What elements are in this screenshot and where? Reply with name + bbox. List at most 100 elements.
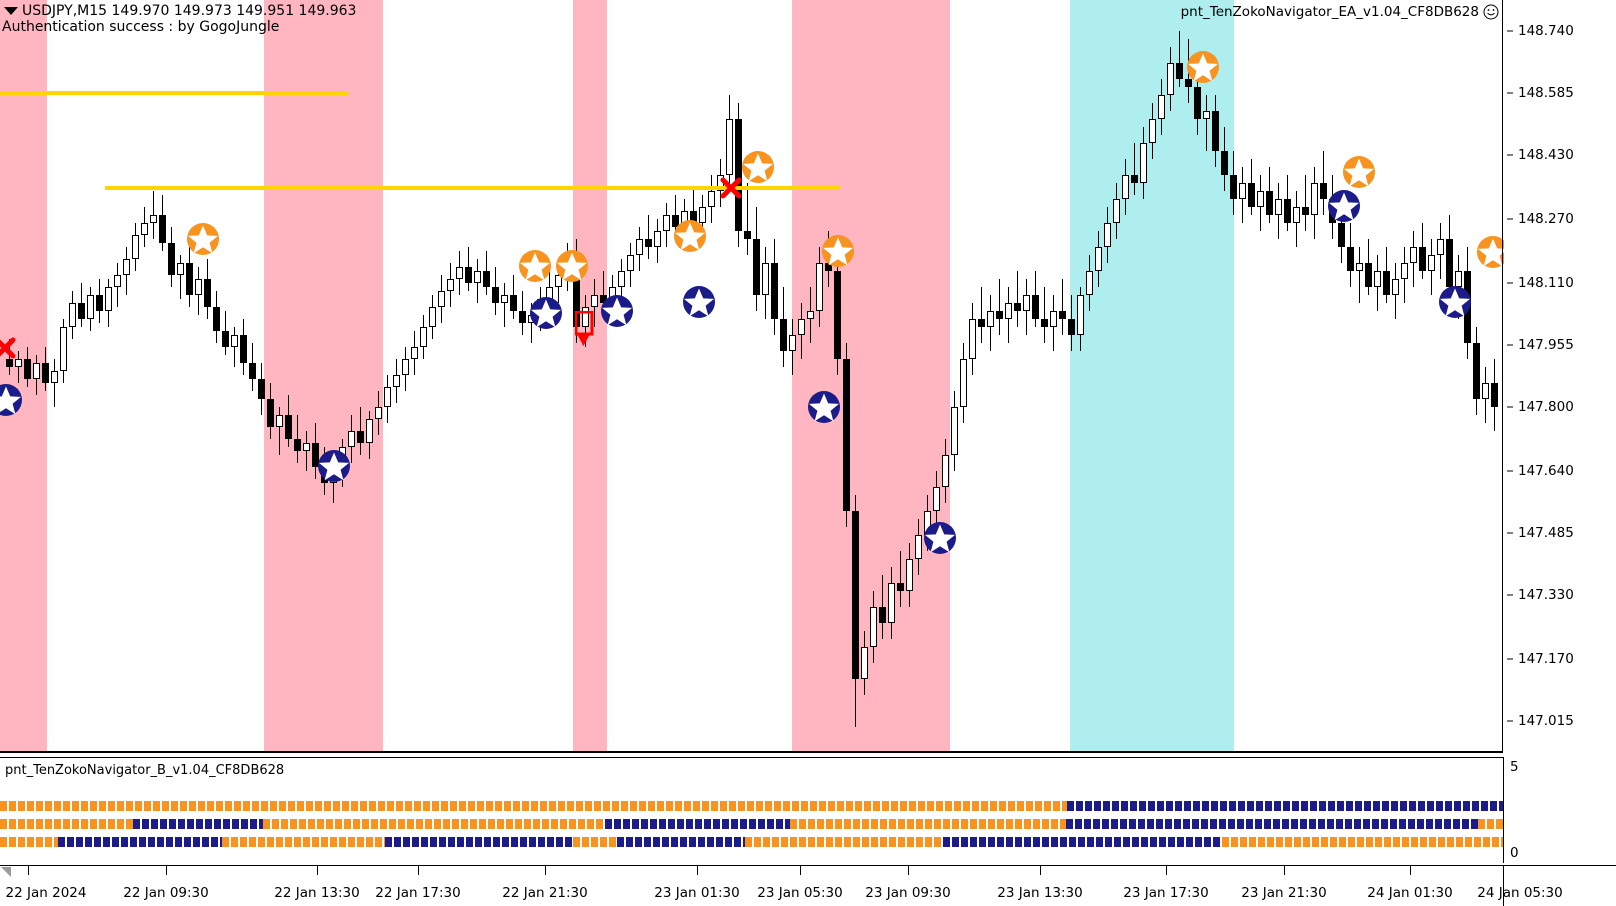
candle-bearish — [267, 399, 274, 428]
candle-bearish — [42, 363, 49, 384]
indicator-dot — [1141, 837, 1148, 847]
indicator-dot — [497, 819, 504, 829]
candle-bullish — [969, 319, 976, 360]
indicator-dot — [862, 819, 869, 829]
candle-bullish — [69, 303, 76, 328]
indicator-dot — [1201, 819, 1208, 829]
indicator-dot — [396, 801, 403, 811]
candle-bullish — [456, 267, 463, 280]
sell-signal-star-icon[interactable] — [1342, 155, 1376, 189]
buy-signal-star-icon[interactable] — [923, 521, 957, 555]
indicator-dot — [1053, 801, 1060, 811]
indicator-dot — [81, 801, 88, 811]
indicator-dot — [1426, 819, 1433, 829]
indicator-dot — [1120, 819, 1127, 829]
price-axis[interactable]: 148.740 148.585 148.430 148.270 148.110 147.9… — [1504, 0, 1616, 752]
indicator-dot — [175, 837, 182, 847]
buy-signal-star-icon[interactable] — [600, 294, 634, 328]
time-axis-inner[interactable] — [0, 866, 1504, 906]
indicator-dot — [344, 819, 351, 829]
price-plot-area[interactable] — [0, 0, 1504, 752]
candle-bullish — [474, 271, 481, 284]
indicator-dot — [970, 837, 977, 847]
sell-signal-star-icon[interactable] — [1186, 50, 1220, 84]
indicator-dot — [1255, 819, 1262, 829]
candle-wick — [999, 279, 1000, 336]
candle-bullish — [1140, 143, 1147, 184]
indicator-dot — [139, 837, 146, 847]
buy-signal-star-icon[interactable] — [317, 449, 351, 483]
candle-bullish — [1095, 247, 1102, 272]
sell-signal-star-icon[interactable] — [1476, 235, 1504, 269]
indicator-dot — [1165, 819, 1172, 829]
indicator-dot — [1015, 837, 1022, 847]
indicator-dot — [556, 837, 563, 847]
indicator-dot — [389, 819, 396, 829]
subwindow-divider — [0, 757, 1504, 758]
candle-bearish — [1446, 239, 1453, 288]
close-mark-x-icon[interactable] — [718, 175, 744, 201]
candle-bearish — [357, 431, 364, 444]
indicator-dot — [1427, 801, 1434, 811]
indicator-dot — [565, 837, 572, 847]
buy-signal-star-icon[interactable] — [1438, 285, 1472, 319]
indicator-dot — [1501, 837, 1503, 847]
level-line-upper[interactable] — [0, 91, 348, 95]
indicator-dot — [835, 837, 842, 847]
sell-signal-star-icon[interactable] — [821, 234, 855, 268]
candle-bullish — [1122, 175, 1129, 200]
chart-menu-triangle-icon[interactable] — [4, 7, 18, 15]
candle-wick — [1305, 175, 1306, 232]
buy-signal-star-icon[interactable] — [0, 383, 23, 417]
indicator-dot — [1138, 819, 1145, 829]
time-tick-label: 23 Jan 09:30 — [865, 885, 951, 901]
indicator-plot-area[interactable]: pnt_TenZokoNavigator_B_v1.04_CF8DB628 — [0, 757, 1504, 863]
indicator-dot — [666, 801, 673, 811]
sell-signal-star-icon[interactable] — [673, 219, 707, 253]
indicator-dot — [891, 801, 898, 811]
indicator-dot — [1150, 837, 1157, 847]
indicator-dot — [330, 837, 337, 847]
candle-bullish — [915, 535, 922, 560]
close-mark-x-icon[interactable] — [0, 335, 18, 361]
candle-bullish — [1113, 199, 1120, 224]
candle-wick — [648, 215, 649, 260]
level-line-lower[interactable] — [105, 186, 840, 190]
buy-signal-star-icon[interactable] — [529, 296, 563, 330]
indicator-dot — [605, 819, 612, 829]
sell-signal-star-icon[interactable] — [741, 150, 775, 184]
candle-wick — [1062, 279, 1063, 336]
entry-box[interactable] — [575, 311, 601, 347]
indicator-dot — [765, 801, 772, 811]
time-axis[interactable]: 22 Jan 2024 22 Jan 09:30 22 Jan 13:30 22 Ja… — [0, 865, 1616, 906]
price-chart-pane[interactable]: USDJPY,M15 149.970 149.973 149.951 149.9… — [0, 0, 1616, 756]
buy-signal-star-icon[interactable] — [1327, 189, 1361, 223]
price-tick-mark — [1507, 30, 1513, 32]
indicator-dot — [267, 837, 274, 847]
candle-bullish — [177, 263, 184, 276]
indicator-dot — [952, 819, 959, 829]
indicator-dot — [927, 801, 934, 811]
indicator-dot — [934, 819, 941, 829]
time-tick-label: 23 Jan 13:30 — [997, 885, 1083, 901]
buy-signal-star-icon[interactable] — [807, 390, 841, 424]
sell-signal-star-icon[interactable] — [186, 222, 220, 256]
indicator-dot — [1276, 837, 1283, 847]
indicator-dot — [1375, 837, 1382, 847]
sell-signal-star-icon[interactable] — [518, 249, 552, 283]
indicator-subwindow[interactable]: pnt_TenZokoNavigator_B_v1.04_CF8DB628 5 … — [0, 757, 1616, 865]
price-tick-mark — [1507, 594, 1513, 596]
candle-bearish — [879, 607, 886, 624]
buy-signal-star-icon[interactable] — [682, 285, 716, 319]
indicator-dot — [178, 819, 185, 829]
scroll-left-arrow-icon[interactable] — [1, 867, 11, 877]
price-tick-label: 147.170 — [1518, 651, 1574, 668]
indicator-dot — [306, 801, 313, 811]
candle-bullish — [1104, 223, 1111, 248]
indicator-dot — [540, 801, 547, 811]
sell-signal-star-icon[interactable] — [555, 249, 589, 283]
indicator-dot — [1069, 837, 1076, 847]
indicator-dot — [216, 801, 223, 811]
indicator-dot — [1148, 801, 1155, 811]
indicator-dot — [72, 801, 79, 811]
